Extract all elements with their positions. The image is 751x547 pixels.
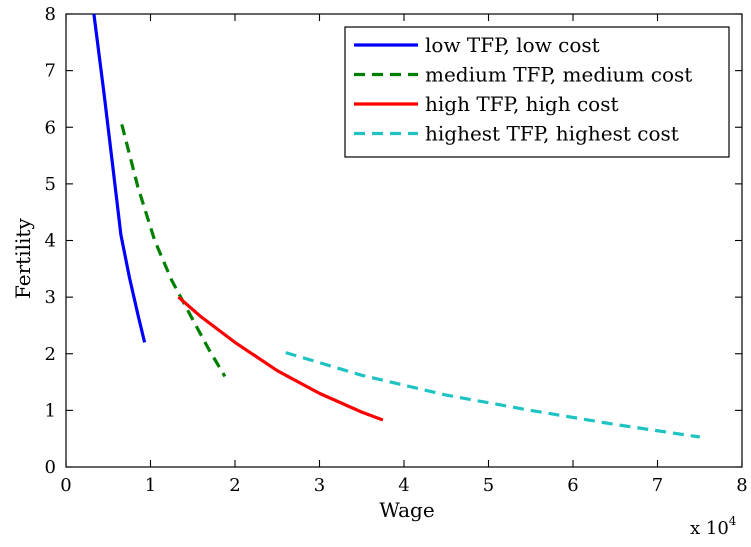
y-tick-label: 1 — [45, 400, 56, 421]
series-line-2 — [120, 124, 227, 378]
series-line-4 — [285, 351, 701, 439]
x-tick-label: 7 — [652, 475, 663, 496]
y-axis-ticks: 0 1 2 3 4 5 6 7 8 — [45, 4, 742, 478]
legend-item: high TFP, high cost — [354, 92, 619, 116]
y-tick-label: 3 — [45, 287, 56, 308]
legend-item: low TFP, low cost — [354, 33, 600, 57]
legend-item: highest TFP, highest cost — [354, 122, 679, 146]
x-scale-factor-exponent: 4 — [729, 514, 737, 528]
x-scale-factor-base: x 10 — [690, 518, 729, 539]
legend-label: medium TFP, medium cost — [425, 63, 692, 87]
series-line-3 — [177, 295, 384, 422]
series-layer — [92, 13, 701, 439]
y-tick-label: 2 — [45, 344, 56, 365]
x-tick-label: 6 — [567, 475, 578, 496]
x-tick-label: 3 — [314, 475, 325, 496]
x-tick-label: 8 — [736, 475, 747, 496]
y-tick-label: 5 — [45, 174, 56, 195]
legend-label: low TFP, low cost — [425, 33, 600, 57]
y-tick-label: 7 — [45, 61, 56, 82]
y-tick-label: 8 — [45, 4, 56, 25]
legend-box — [344, 26, 730, 158]
x-tick-label: 4 — [398, 475, 409, 496]
series-line-1 — [92, 13, 147, 343]
x-scale-factor-label: x 104 — [690, 514, 737, 539]
x-axis-label: Wage — [379, 498, 434, 522]
legend: low TFP, low cost medium TFP, medium cost… — [344, 26, 730, 158]
x-tick-label: 2 — [229, 475, 240, 496]
x-tick-label: 0 — [60, 475, 71, 496]
x-axis-ticks: 0 1 2 3 4 5 6 7 8 — [60, 14, 748, 496]
y-axis-label: Fertility — [11, 218, 35, 299]
y-tick-label: 4 — [45, 231, 56, 252]
x-tick-label: 5 — [483, 475, 494, 496]
x-tick-label: 1 — [145, 475, 156, 496]
legend-label: high TFP, high cost — [425, 92, 619, 116]
y-tick-label: 6 — [45, 117, 56, 138]
y-tick-label: 0 — [45, 457, 56, 478]
legend-item: medium TFP, medium cost — [354, 63, 692, 87]
legend-label: highest TFP, highest cost — [425, 122, 679, 146]
